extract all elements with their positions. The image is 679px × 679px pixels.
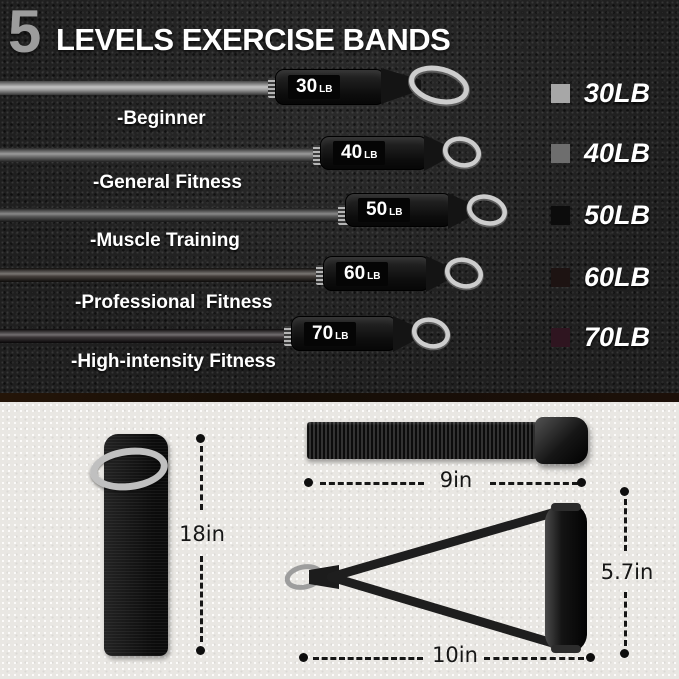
measure-line [490, 482, 578, 485]
weight-value: 70 [312, 322, 334, 344]
weight-unit: LB [364, 150, 378, 161]
band-level-label: -Professional Fitness [75, 292, 273, 313]
page-title: LEVELS EXERCISE BANDS [56, 22, 451, 57]
band-tube-40lb [0, 148, 322, 162]
carabiner-icon [424, 135, 482, 171]
weight-unit: LB [367, 270, 381, 282]
carabiner-icon [381, 65, 470, 107]
measure-dot [586, 653, 595, 662]
legend-swatch-40lb [551, 144, 570, 163]
bands-panel: 5 LEVELS EXERCISE BANDS 30 LB -Beginner … [0, 0, 679, 396]
door-anchor-length: 9in [439, 468, 473, 492]
carabiner-icon [393, 316, 451, 352]
weight-value: 40 [341, 142, 363, 163]
measure-line [624, 499, 627, 551]
stirrup-handle-graphic [284, 503, 587, 653]
legend-label-50lb: 50LB [584, 200, 651, 230]
measure-dot [620, 487, 629, 496]
weight-value: 60 [344, 262, 366, 284]
title-number: 5 [8, 0, 42, 65]
legend-label-70lb: 70LB [584, 322, 651, 352]
band-tube-30lb [0, 81, 277, 95]
accessories-panel: 18in 9in [0, 402, 679, 679]
weight-label: 60 LB [336, 261, 389, 286]
weight-label: 50 LB [358, 198, 411, 222]
band-connector [338, 205, 349, 225]
legend-swatch-60lb [551, 268, 570, 287]
ankle-strap-length: 18in [179, 522, 225, 546]
carabiner-icon [426, 256, 484, 292]
weight-value: 30 [296, 76, 318, 97]
measure-line [624, 592, 627, 646]
handle-width: 10in [432, 643, 478, 667]
legend-label-40lb: 40LB [584, 138, 651, 168]
weight-unit: LB [389, 207, 403, 218]
measure-line [313, 657, 423, 660]
measure-dot [304, 478, 313, 487]
band-connector [313, 145, 324, 165]
band-tube-60lb [0, 268, 325, 282]
band-level-label: -General Fitness [93, 172, 242, 193]
weight-unit: LB [335, 330, 349, 342]
weight-value: 50 [366, 199, 388, 220]
measure-dot [299, 653, 308, 662]
measure-line [200, 556, 203, 642]
section-divider [0, 393, 679, 402]
band-handle-60lb: 60 LB [323, 256, 430, 291]
measure-line [484, 657, 584, 660]
measure-dot [196, 434, 205, 443]
band-handle-40lb: 40 LB [320, 136, 428, 170]
measure-line [200, 446, 203, 510]
band-connector [268, 78, 279, 98]
band-handle-70lb: 70 LB [291, 316, 397, 351]
band-connector [316, 265, 327, 285]
band-handle-50lb: 50 LB [345, 193, 452, 227]
measure-dot [196, 646, 205, 655]
legend-swatch-50lb [551, 206, 570, 225]
legend-swatch-30lb [551, 84, 570, 103]
weight-unit: LB [319, 84, 333, 95]
ankle-strap [104, 434, 168, 656]
legend-swatch-70lb [551, 328, 570, 347]
weight-label: 40 LB [333, 141, 386, 165]
door-anchor-strap [307, 422, 537, 459]
legend-label-60lb: 60LB [584, 262, 651, 292]
weight-label: 70 LB [304, 321, 357, 346]
measure-dot [577, 478, 586, 487]
measure-line [320, 482, 424, 485]
measure-dot [620, 649, 629, 658]
legend-label-30lb: 30LB [584, 78, 651, 108]
band-level-label: -Muscle Training [90, 230, 240, 251]
weight-label: 30 LB [288, 75, 341, 99]
band-connector [284, 326, 295, 346]
band-tube-50lb [0, 208, 347, 222]
band-level-label: -High-intensity Fitness [71, 351, 276, 372]
carabiner-icon [448, 193, 508, 229]
handle-height: 5.7in [600, 560, 654, 584]
band-handle-30lb: 30 LB [275, 69, 385, 105]
band-level-label: -Beginner [117, 108, 206, 129]
door-anchor-foam [535, 417, 588, 464]
band-tube-70lb [0, 329, 293, 343]
